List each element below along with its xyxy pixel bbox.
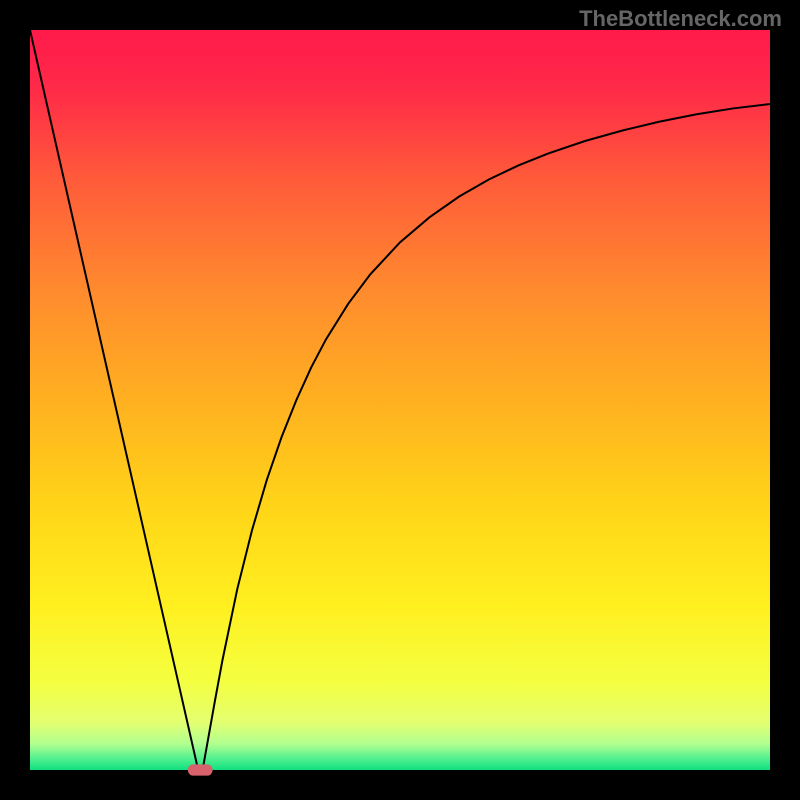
min-marker	[188, 765, 212, 775]
plot-area	[30, 30, 770, 770]
bottleneck-curve	[30, 30, 770, 770]
watermark-text: TheBottleneck.com	[579, 6, 782, 32]
curve-layer	[30, 30, 770, 770]
